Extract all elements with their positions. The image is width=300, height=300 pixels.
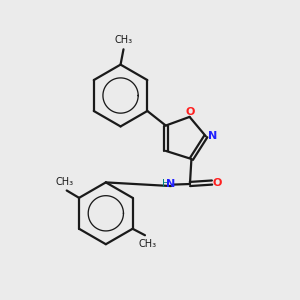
Text: O: O bbox=[185, 107, 195, 118]
Text: CH₃: CH₃ bbox=[139, 239, 157, 249]
Text: CH₃: CH₃ bbox=[114, 35, 133, 46]
Text: O: O bbox=[213, 178, 222, 188]
Text: N: N bbox=[208, 131, 217, 141]
Text: N: N bbox=[167, 179, 176, 189]
Text: CH₃: CH₃ bbox=[55, 177, 74, 187]
Text: H: H bbox=[162, 179, 170, 189]
